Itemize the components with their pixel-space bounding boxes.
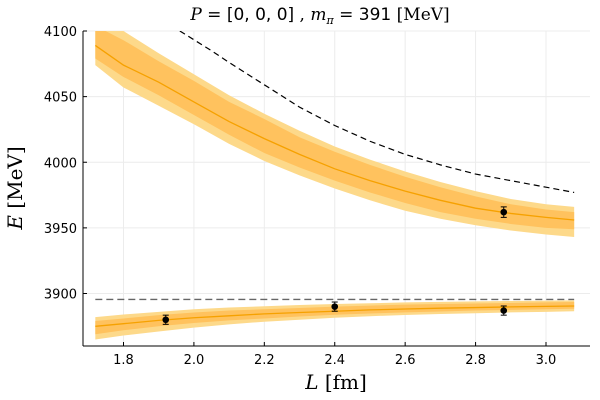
y-tick-label-4: 4100 — [44, 25, 77, 40]
title-eq1: = — [202, 5, 227, 25]
title-m-sub: π — [326, 14, 335, 27]
y-tick-label-3: 4050 — [44, 91, 77, 106]
data-point-1 — [331, 301, 339, 312]
x-tick-label-0: 1.8 — [113, 353, 134, 368]
upper-level-inner-band — [95, 31, 575, 230]
y-tick-label-0: 3900 — [44, 288, 77, 303]
y-axis-label: E [MeV] — [3, 146, 27, 230]
non-interacting-level — [179, 31, 575, 194]
title-m-symbol: m — [310, 5, 326, 25]
x-tick-label-5: 2.8 — [465, 353, 486, 368]
x-tick-label-3: 2.4 — [324, 353, 345, 368]
data-point-2 — [500, 305, 508, 316]
marker-2 — [500, 307, 508, 314]
marker-3 — [500, 208, 508, 216]
lines — [95, 31, 575, 301]
chart-title: P = [0, 0, 0] , mπ = 391 [MeV] — [189, 5, 449, 27]
y-axis-symbol: E — [3, 215, 27, 231]
title-unit: [MeV] — [391, 5, 449, 25]
x-tick-label-1: 2.0 — [184, 353, 205, 368]
y-tick-label-2: 4000 — [44, 156, 77, 171]
lower-level-inner-band — [95, 302, 575, 335]
title-eq2: = — [334, 5, 359, 25]
title-m-value: 391 — [359, 5, 391, 25]
ticks: 1.8 2.0 2.2 2.4 2.6 2.8 3.0 3900 3950 4000 4050 410… — [44, 25, 556, 368]
y-axis-unit: [MeV] — [3, 146, 27, 215]
title-p-value: [0, 0, 0] — [227, 5, 294, 25]
y-tick-label-1: 3950 — [44, 222, 77, 237]
data-points — [162, 206, 508, 325]
x-axis-symbol: L — [304, 370, 318, 394]
x-axis-label: L [fm] — [304, 370, 367, 394]
marker-0 — [162, 316, 170, 324]
bands — [94, 31, 575, 340]
x-tick-label-6: 3.0 — [536, 353, 557, 368]
upper-level-central-line — [94, 44, 575, 221]
x-axis-unit: [fm] — [318, 370, 366, 394]
marker-1 — [331, 303, 339, 310]
title-sep: , — [294, 5, 310, 25]
title-p-symbol: P — [189, 5, 202, 25]
x-tick-label-4: 2.6 — [395, 353, 416, 368]
data-point-3 — [500, 206, 508, 218]
x-tick-label-2: 2.2 — [254, 353, 275, 368]
data-point-0 — [162, 314, 170, 325]
